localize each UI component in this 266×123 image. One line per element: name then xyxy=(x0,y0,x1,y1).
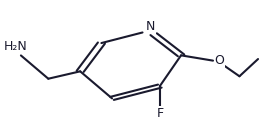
Text: F: F xyxy=(156,107,163,120)
Text: N: N xyxy=(146,20,155,33)
Text: H₂N: H₂N xyxy=(3,40,27,53)
Text: O: O xyxy=(215,54,225,67)
